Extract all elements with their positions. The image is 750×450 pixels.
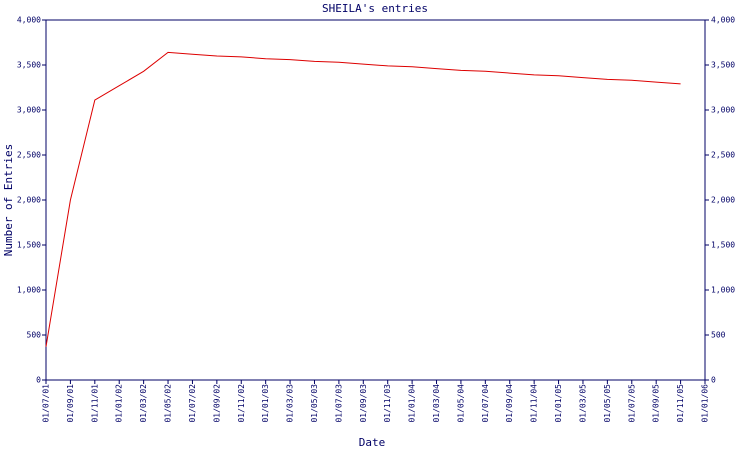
y-tick-label: 500 (27, 331, 42, 340)
x-tick-label: 01/07/02 (188, 384, 197, 423)
y-axis-label: Number of Entries (2, 144, 15, 257)
x-tick-label: 01/07/05 (627, 384, 636, 423)
y2-tick-label: 1,000 (711, 286, 735, 295)
x-tick-label: 01/07/04 (481, 384, 490, 423)
y-tick-label: 3,000 (17, 106, 41, 115)
y2-tick-label: 4,000 (711, 16, 735, 25)
x-tick-label: 01/09/03 (359, 384, 368, 423)
y2-tick-label: 3,000 (711, 106, 735, 115)
x-tick-label: 01/01/05 (554, 384, 563, 423)
y2-tick-label: 500 (711, 331, 726, 340)
y-tick-label: 0 (36, 376, 41, 385)
x-tick-label: 01/01/06 (701, 384, 710, 423)
x-tick-label: 01/03/04 (432, 384, 441, 423)
x-tick-label: 01/09/04 (505, 384, 514, 423)
x-tick-label: 01/09/05 (652, 384, 661, 423)
x-tick-label: 01/07/03 (334, 384, 343, 423)
x-axis-label: Date (359, 436, 386, 449)
plot-frame (45, 19, 706, 381)
y-tick-label: 3,500 (17, 61, 41, 70)
x-tick-label: 01/01/02 (115, 384, 124, 423)
x-tick-label: 01/11/04 (530, 384, 539, 423)
x-tick-label: 01/05/03 (310, 384, 319, 423)
y-tick-label: 4,000 (17, 16, 41, 25)
x-tick-label: 01/01/04 (408, 384, 417, 423)
y-tick-label: 2,000 (17, 196, 41, 205)
x-tick-label: 01/05/04 (456, 384, 465, 423)
x-tick-label: 01/01/03 (261, 384, 270, 423)
x-tick-label: 01/03/05 (578, 384, 587, 423)
x-tick-label: 01/05/05 (603, 384, 612, 423)
x-tick-label: 01/03/03 (286, 384, 295, 423)
y2-tick-label: 2,500 (711, 151, 735, 160)
x-tick-label: 01/11/03 (383, 384, 392, 423)
x-tick-label: 01/11/01 (90, 384, 99, 423)
y-tick-label: 1,500 (17, 241, 41, 250)
y2-tick-label: 0 (711, 376, 716, 385)
x-tick-label: 01/11/05 (676, 384, 685, 423)
x-tick-label: 01/05/02 (164, 384, 173, 423)
x-tick-label: 01/09/01 (66, 384, 75, 423)
y2-tick-label: 1,500 (711, 241, 735, 250)
y2-tick-label: 2,000 (711, 196, 735, 205)
x-tick-label: 01/07/01 (42, 384, 51, 423)
y-tick-label: 1,000 (17, 286, 41, 295)
y-tick-label: 2,500 (17, 151, 41, 160)
chart-title: SHEILA's entries (322, 2, 428, 15)
series-line (45, 51, 681, 347)
x-tick-label: 01/09/02 (212, 384, 221, 423)
x-tick-label: 01/11/02 (237, 384, 246, 423)
y2-tick-label: 3,500 (711, 61, 735, 70)
x-tick-label: 01/03/02 (139, 384, 148, 423)
